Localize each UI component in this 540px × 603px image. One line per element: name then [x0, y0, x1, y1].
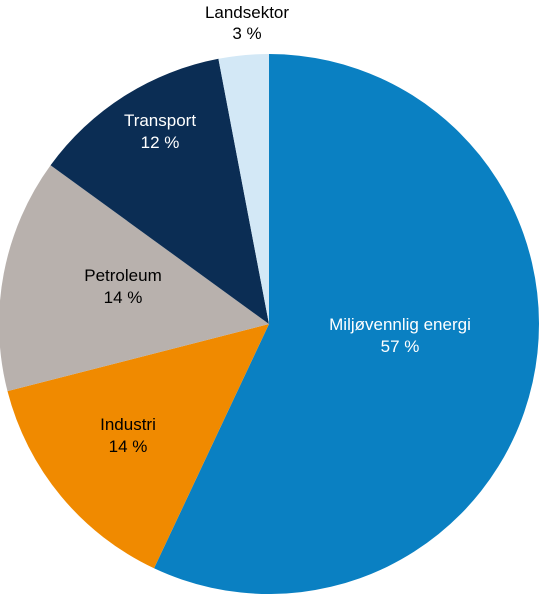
slice-label: Industri [100, 415, 156, 434]
pie-slice-transport [50, 58, 269, 325]
pie-slice-industri [7, 324, 270, 569]
pie-slice-miljøvennlig-energi [154, 54, 540, 595]
pie-labels: Miljøvennlig energi 57 % Industri 14 % Petro… [84, 3, 471, 456]
slice-label: Miljøvennlig energi [329, 315, 471, 334]
slice-value-label: 12 % [141, 133, 180, 152]
slice-value-label: 14 % [104, 288, 143, 307]
slice-label: Landsektor [205, 3, 289, 22]
slice-value-label: 3 % [232, 24, 261, 43]
pie-slice-landsektor [218, 54, 269, 324]
slice-label: Transport [124, 111, 196, 130]
slice-label: Petroleum [84, 266, 161, 285]
slice-value-label: 14 % [109, 437, 148, 456]
slice-value-label: 57 % [381, 337, 420, 356]
pie-slice-petroleum [0, 165, 269, 392]
pie-slices [0, 54, 540, 595]
